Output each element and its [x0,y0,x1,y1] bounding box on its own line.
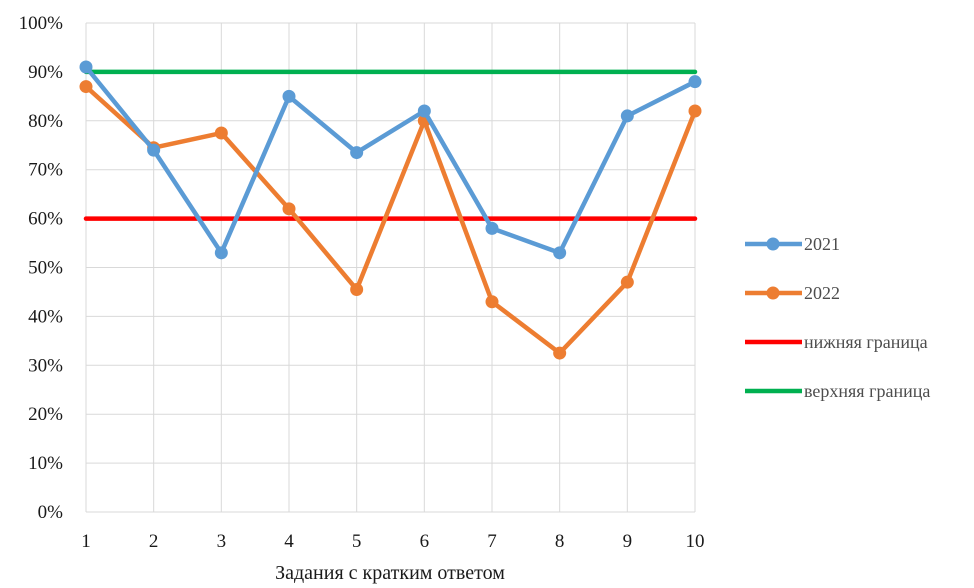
legend-item: 2021 [745,234,840,254]
y-tick-label: 30% [28,355,63,376]
legend-label: 2021 [804,234,840,254]
data-point [350,283,364,297]
legend-label: нижняя граница [804,332,928,352]
x-tick-label: 5 [352,531,362,552]
y-tick-label: 20% [28,404,63,425]
gridlines [85,22,696,513]
legend: 2021 2022 нижняя граница верхняя граница [745,234,930,401]
y-tick-label: 60% [28,209,63,230]
x-tick-label: 1 [81,531,91,552]
legend-item: верхняя граница [745,381,930,401]
x-axis-title: Задания с кратким ответом [275,562,505,584]
data-point [79,80,93,94]
series-line-2 [83,84,698,356]
data-point [350,146,364,160]
data-point [282,89,296,103]
x-tick-label: 3 [217,531,227,552]
data-point [688,104,702,118]
x-axis-ticks: 1 2 3 4 5 6 7 8 9 10 [81,531,704,552]
x-tick-label: 2 [149,531,159,552]
x-tick-label: 7 [487,531,497,552]
legend-marker [766,237,780,251]
x-tick-label: 9 [623,531,633,552]
y-tick-label: 70% [28,160,63,181]
y-axis-ticks: 0% 10% 20% 30% 40% 50% 60% 70% 80% 90% 100% [19,13,64,523]
series-line-1 [83,64,698,256]
data-point [147,143,161,157]
y-tick-label: 100% [19,13,64,34]
y-tick-label: 40% [28,306,63,327]
legend-item: нижняя граница [745,332,928,352]
x-tick-label: 6 [420,531,430,552]
series-lines [79,60,702,360]
y-tick-label: 0% [38,502,64,523]
y-tick-label: 90% [28,62,63,83]
y-tick-label: 10% [28,453,63,474]
data-point [688,75,702,89]
data-point [620,275,634,289]
x-tick-label: 4 [284,531,294,552]
data-point [553,346,567,360]
x-tick-label: 8 [555,531,565,552]
legend-item: 2022 [745,283,840,303]
legend-label: верхняя граница [804,381,930,401]
legend-marker [766,286,780,300]
y-tick-label: 50% [28,258,63,279]
data-point [417,104,431,118]
data-point [553,246,567,260]
data-point [282,202,296,216]
data-point [620,109,634,123]
data-point [485,221,499,235]
data-point [214,126,228,140]
y-tick-label: 80% [28,111,63,132]
data-point [214,246,228,260]
legend-label: 2022 [804,283,840,303]
x-tick-label: 10 [686,531,705,552]
data-point [485,295,499,309]
data-point [79,60,93,74]
